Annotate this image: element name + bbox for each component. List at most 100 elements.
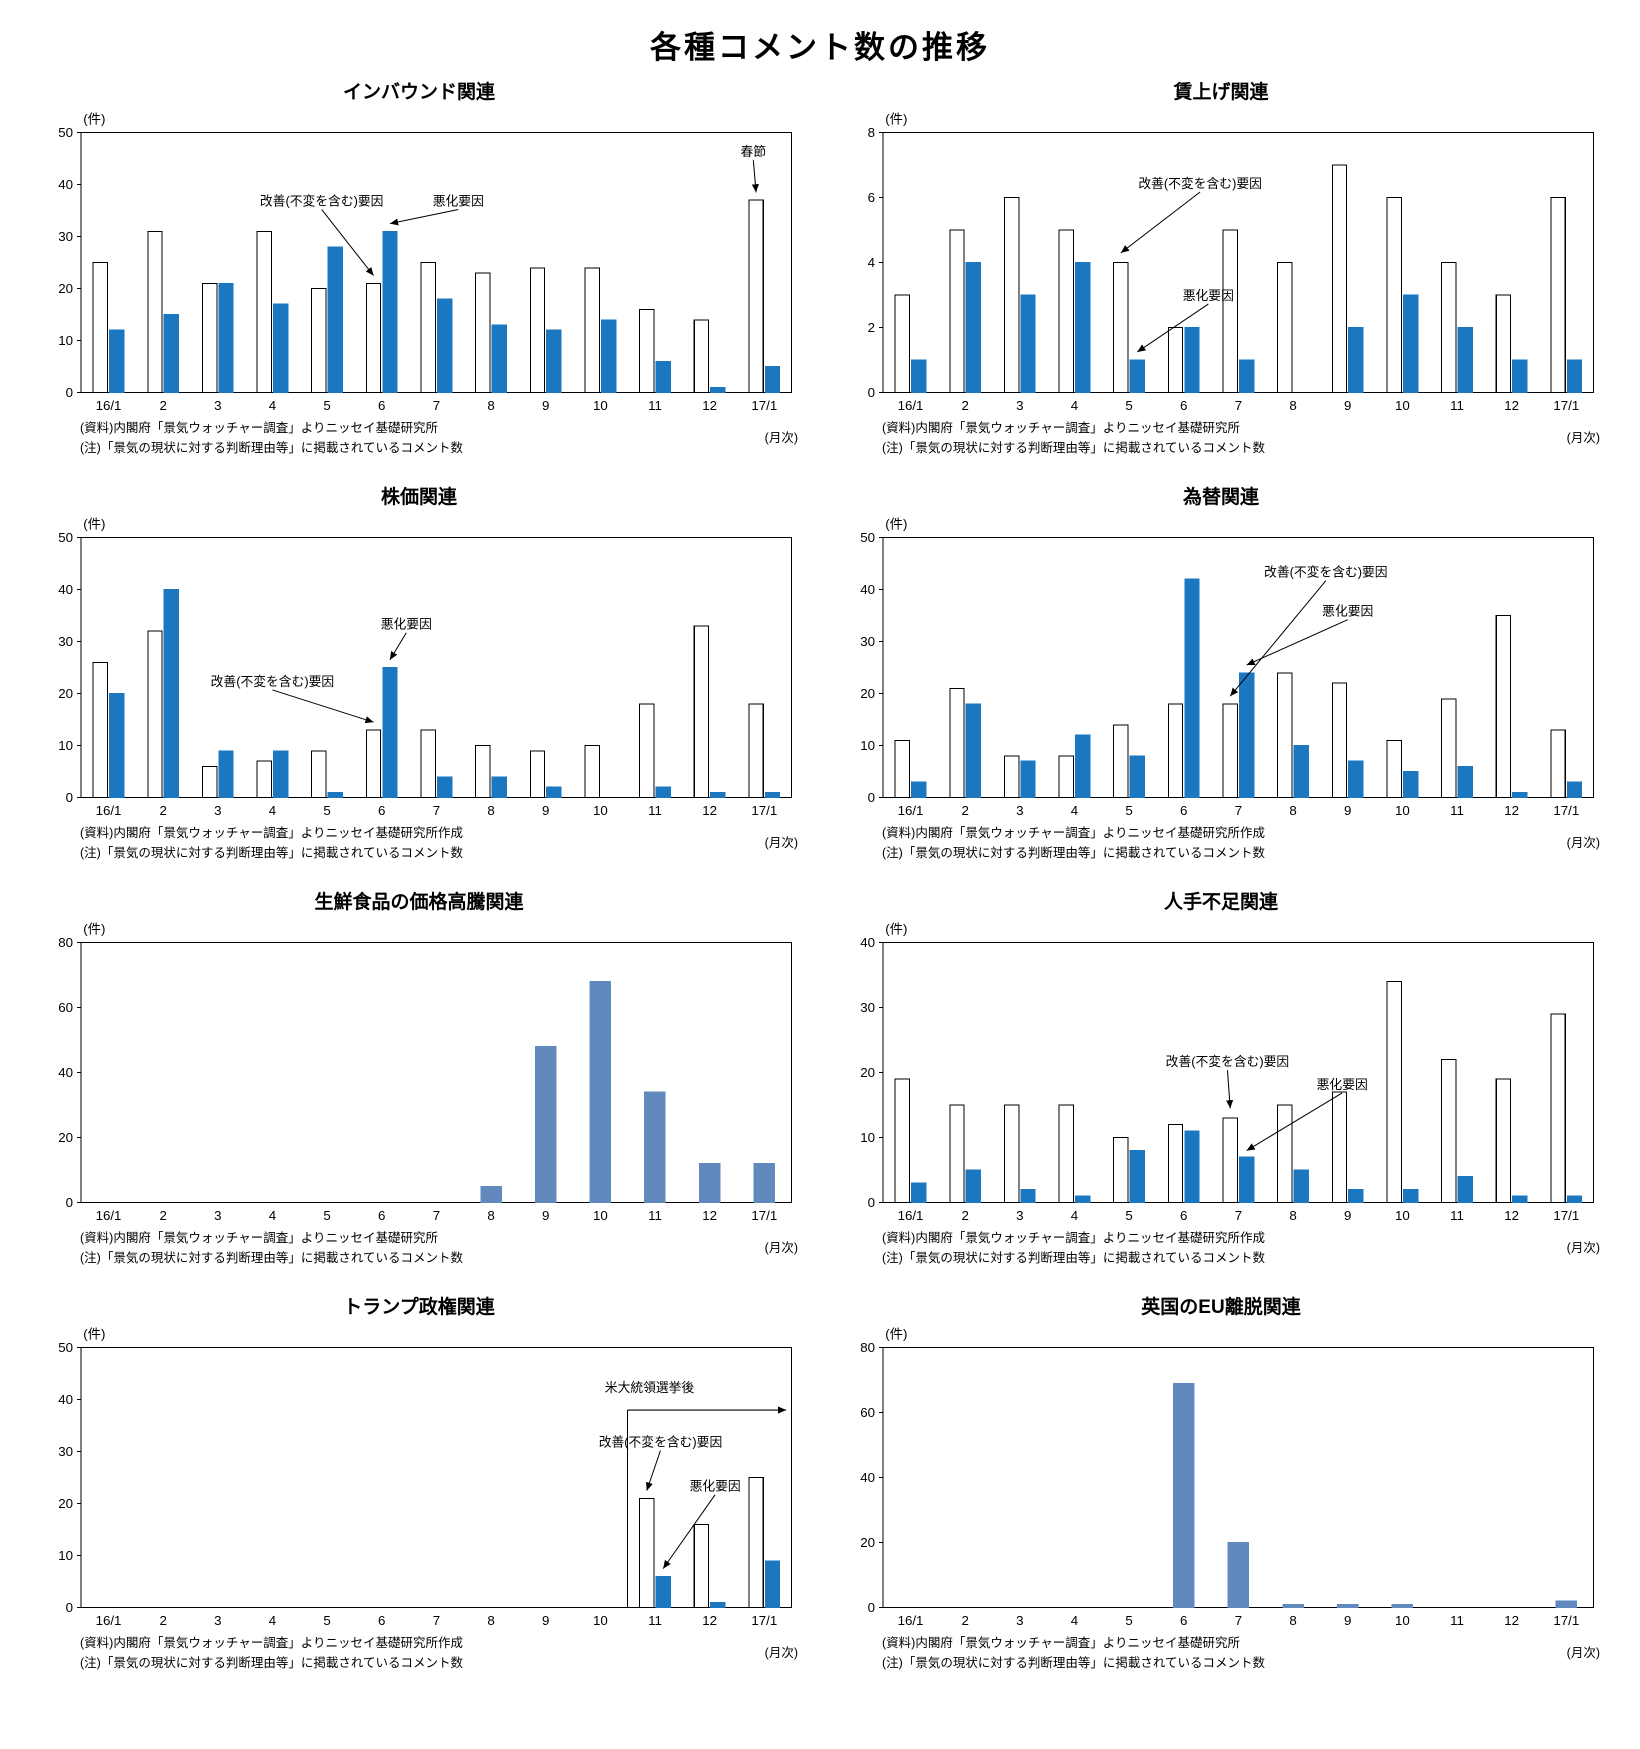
bar <box>1277 1104 1293 1204</box>
svg-text:16/1: 16/1 <box>96 398 122 413</box>
chart-plot: 0 10 20 30 40 50 (件) 16/1 2 3 4 5 6 7 8 9 10 11 12 17/1 悪化要因… <box>30 511 808 824</box>
annotation-arrow <box>321 209 374 276</box>
bar <box>748 199 764 394</box>
bar <box>1391 1603 1414 1609</box>
bar <box>655 786 671 799</box>
bar <box>949 1104 965 1204</box>
bar <box>201 282 218 394</box>
svg-text:0: 0 <box>868 1195 875 1210</box>
chart-plot: 0 10 20 30 40 (件) 16/1 2 3 4 5 6 7 8 9 10 11 12 17/1 改善(不変を… <box>832 916 1610 1229</box>
svg-text:7: 7 <box>1235 398 1242 413</box>
bar <box>1512 359 1528 394</box>
svg-text:7: 7 <box>433 398 440 413</box>
svg-text:8: 8 <box>1289 1208 1296 1223</box>
bar <box>480 1185 502 1204</box>
bar <box>639 308 655 394</box>
svg-text:17/1: 17/1 <box>751 398 777 413</box>
bar <box>911 781 927 799</box>
annotation-label: 改善(不変を含む)要因 <box>1264 565 1388 580</box>
bar <box>1129 359 1145 394</box>
svg-text:4: 4 <box>269 1613 276 1628</box>
svg-text:9: 9 <box>1344 1613 1351 1628</box>
svg-text:12: 12 <box>1504 1208 1519 1223</box>
svg-text:30: 30 <box>58 1444 73 1459</box>
month-axis-label: (月次) <box>1566 1646 1600 1661</box>
bar <box>894 739 911 799</box>
chart-title: 生鮮食品の価格高騰関連 <box>314 891 524 913</box>
source-note: (資料)内閣府「景気ウォッチャー調査」よりニッセイ基礎研究所 <box>80 421 438 436</box>
svg-text:3: 3 <box>1016 1208 1023 1223</box>
chart-labor-shortage: 人手不足関連 0 10 20 30 40 (件) 16/1 2 3 4 5 6 7 8 9 10 11 12 17/… <box>832 886 1610 1268</box>
svg-text:10: 10 <box>860 1130 875 1145</box>
bar <box>1282 1603 1304 1609</box>
svg-text:11: 11 <box>1450 803 1464 818</box>
bar <box>163 589 180 799</box>
chart-plot: 0 10 20 30 40 50 (件) 16/1 2 3 4 5 6 7 8 9 10 11 12 17/1 改善(不… <box>30 106 808 419</box>
svg-text:8: 8 <box>487 398 494 413</box>
bar <box>1512 1195 1528 1204</box>
svg-text:3: 3 <box>214 398 221 413</box>
bar <box>1020 760 1036 799</box>
svg-text:80: 80 <box>860 1340 875 1355</box>
svg-text:9: 9 <box>542 803 549 818</box>
bar-chart-svg: 0 10 20 30 40 50 (件) 16/1 2 3 4 5 6 7 8 9 10 11 12 17/1 悪化要因… <box>58 516 793 818</box>
svg-text:4: 4 <box>269 803 276 818</box>
annotation-label: 悪化要因 <box>1183 288 1234 303</box>
bar <box>1550 197 1566 394</box>
chart-notes: (資料)内閣府「景気ウォッチャー調査」よりニッセイ基礎研究所作成 (注)「景気の… <box>832 824 1610 863</box>
svg-text:5: 5 <box>1125 803 1132 818</box>
annotation-arrow <box>1229 580 1327 697</box>
bar <box>639 703 655 799</box>
svg-text:12: 12 <box>702 1613 717 1628</box>
svg-text:40: 40 <box>860 582 875 597</box>
svg-text:17/1: 17/1 <box>1553 1613 1579 1628</box>
source-note: (資料)内閣府「景気ウォッチャー調査」よりニッセイ基礎研究所 <box>882 421 1240 436</box>
svg-text:11: 11 <box>648 398 662 413</box>
chart-fresh-food-price: 生鮮食品の価格高騰関連 0 20 40 60 80 (件) 16/1 2 3 4 5 6 7 8 9 10 11… <box>30 886 808 1268</box>
bar <box>1402 294 1419 394</box>
svg-text:(件): (件) <box>83 921 105 936</box>
bar <box>1348 1189 1364 1204</box>
svg-text:2: 2 <box>159 803 166 818</box>
bar <box>965 1169 982 1204</box>
chart-plot: 0 2 4 6 8 (件) 16/1 2 3 4 5 6 7 8 9 10 11 12 17/1 改善(不変を含む)要… <box>832 106 1610 419</box>
svg-text:5: 5 <box>1125 1613 1132 1628</box>
bar <box>693 319 710 394</box>
bar <box>529 267 546 394</box>
svg-text:20: 20 <box>860 1065 875 1080</box>
svg-text:6: 6 <box>1180 1208 1187 1223</box>
month-axis-label: (月次) <box>1566 836 1600 851</box>
svg-text:7: 7 <box>1235 1613 1242 1628</box>
annotation-label: 悪化要因 <box>690 1479 741 1494</box>
svg-text:16/1: 16/1 <box>898 398 924 413</box>
svg-text:10: 10 <box>1395 803 1410 818</box>
svg-text:12: 12 <box>1504 1613 1519 1628</box>
bar <box>710 1601 726 1609</box>
svg-text:8: 8 <box>1289 398 1296 413</box>
chart-plot: 0 20 40 60 80 (件) 16/1 2 3 4 5 6 7 8 9 10 11 12 17/1 <box>30 916 808 1229</box>
annotation-arrow <box>751 160 759 193</box>
bar <box>272 303 289 394</box>
bar <box>1129 1150 1145 1204</box>
bar <box>1238 1156 1255 1204</box>
bar <box>1441 262 1457 394</box>
svg-text:60: 60 <box>58 1000 73 1015</box>
bar <box>1167 703 1184 799</box>
svg-text:(件): (件) <box>885 921 907 936</box>
bar <box>327 791 343 799</box>
svg-text:(件): (件) <box>83 1326 105 1341</box>
svg-text:2: 2 <box>961 1613 968 1628</box>
svg-text:40: 40 <box>58 1392 73 1407</box>
bar <box>1441 1059 1457 1204</box>
svg-text:40: 40 <box>58 177 73 192</box>
svg-text:40: 40 <box>58 1065 73 1080</box>
svg-text:9: 9 <box>542 1208 549 1223</box>
svg-text:12: 12 <box>1504 398 1519 413</box>
bar <box>365 729 382 799</box>
svg-text:0: 0 <box>66 1195 73 1210</box>
svg-text:11: 11 <box>1450 1208 1464 1223</box>
svg-text:40: 40 <box>860 935 875 950</box>
month-axis-label: (月次) <box>764 1241 798 1256</box>
bar <box>764 1560 781 1609</box>
svg-text:40: 40 <box>58 582 73 597</box>
